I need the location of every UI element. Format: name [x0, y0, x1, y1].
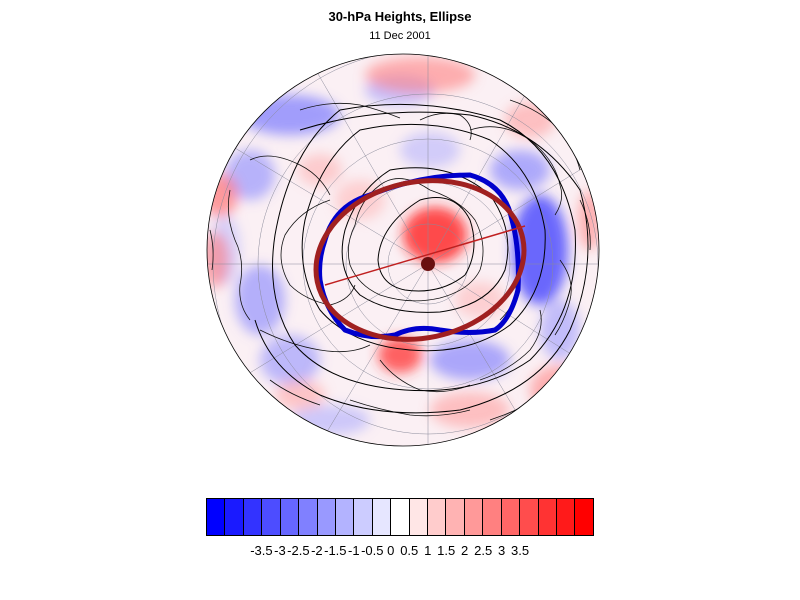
colorbar — [206, 498, 594, 536]
colorbar-tick-label: -1 — [348, 543, 360, 558]
colorbar-tick-label: 2 — [461, 543, 469, 558]
ellipse-major-axis — [324, 225, 526, 286]
colorbar-tick-label: 0 — [387, 543, 395, 558]
colorbar-swatch — [317, 499, 336, 535]
colorbar-swatch — [501, 499, 521, 535]
colorbar-swatch — [207, 499, 226, 535]
ellipse-centre — [421, 257, 435, 271]
chart-title: 30-hPa Heights, Ellipse — [328, 9, 472, 24]
globe-outline — [206, 53, 600, 447]
fitted-ellipse — [313, 178, 527, 342]
chart-date: 11 Dec 2001 — [369, 30, 431, 42]
colorbar-swatch — [428, 499, 447, 535]
colorbar-swatch — [335, 499, 355, 535]
colorbar-swatch — [409, 499, 429, 535]
colorbar-swatch — [520, 499, 539, 535]
colorbar-tick-label: 3 — [497, 543, 506, 558]
colorbar-swatch — [299, 499, 318, 535]
colorbar-swatch — [575, 499, 593, 535]
colorbar-swatch — [243, 499, 263, 535]
colorbar-tick-label: 3.5 — [511, 543, 530, 558]
colorbar-swatch — [391, 499, 410, 535]
colorbar-tick-label: -1.5 — [324, 543, 347, 558]
colorbar-tick-label: 0.5 — [400, 543, 419, 558]
colorbar-swatch — [483, 499, 502, 535]
colorbar-tick-label: -3 — [274, 543, 286, 558]
colorbar-tick-label: 2.5 — [474, 543, 493, 558]
colorbar-swatch — [446, 499, 465, 535]
colorbar-tick-label: -3.5 — [250, 543, 273, 558]
colorbar-swatch — [262, 499, 281, 535]
colorbar-tick-label: -2 — [311, 543, 323, 558]
colorbar-labels: -3.5 -3 -2.5 -2 -1.5 -1 -0.5 0 0.5 1 1.5 2 2.5 3 3.5 — [0, 543, 800, 561]
colorbar-tick-label: -2.5 — [287, 543, 310, 558]
colorbar-swatch — [464, 499, 484, 535]
colorbar-tick-label: -0.5 — [361, 543, 384, 558]
colorbar-swatch — [557, 499, 576, 535]
anomaly-field — [207, 57, 599, 435]
colorbar-swatch — [225, 499, 244, 535]
colorbar-swatch — [372, 499, 392, 535]
colorbar-swatch — [538, 499, 558, 535]
colorbar-swatch — [354, 499, 373, 535]
colorbar-swatch — [280, 499, 300, 535]
colorbar-tick-label: 1 — [424, 543, 432, 558]
colorbar-tick-label: 1.5 — [437, 543, 456, 558]
